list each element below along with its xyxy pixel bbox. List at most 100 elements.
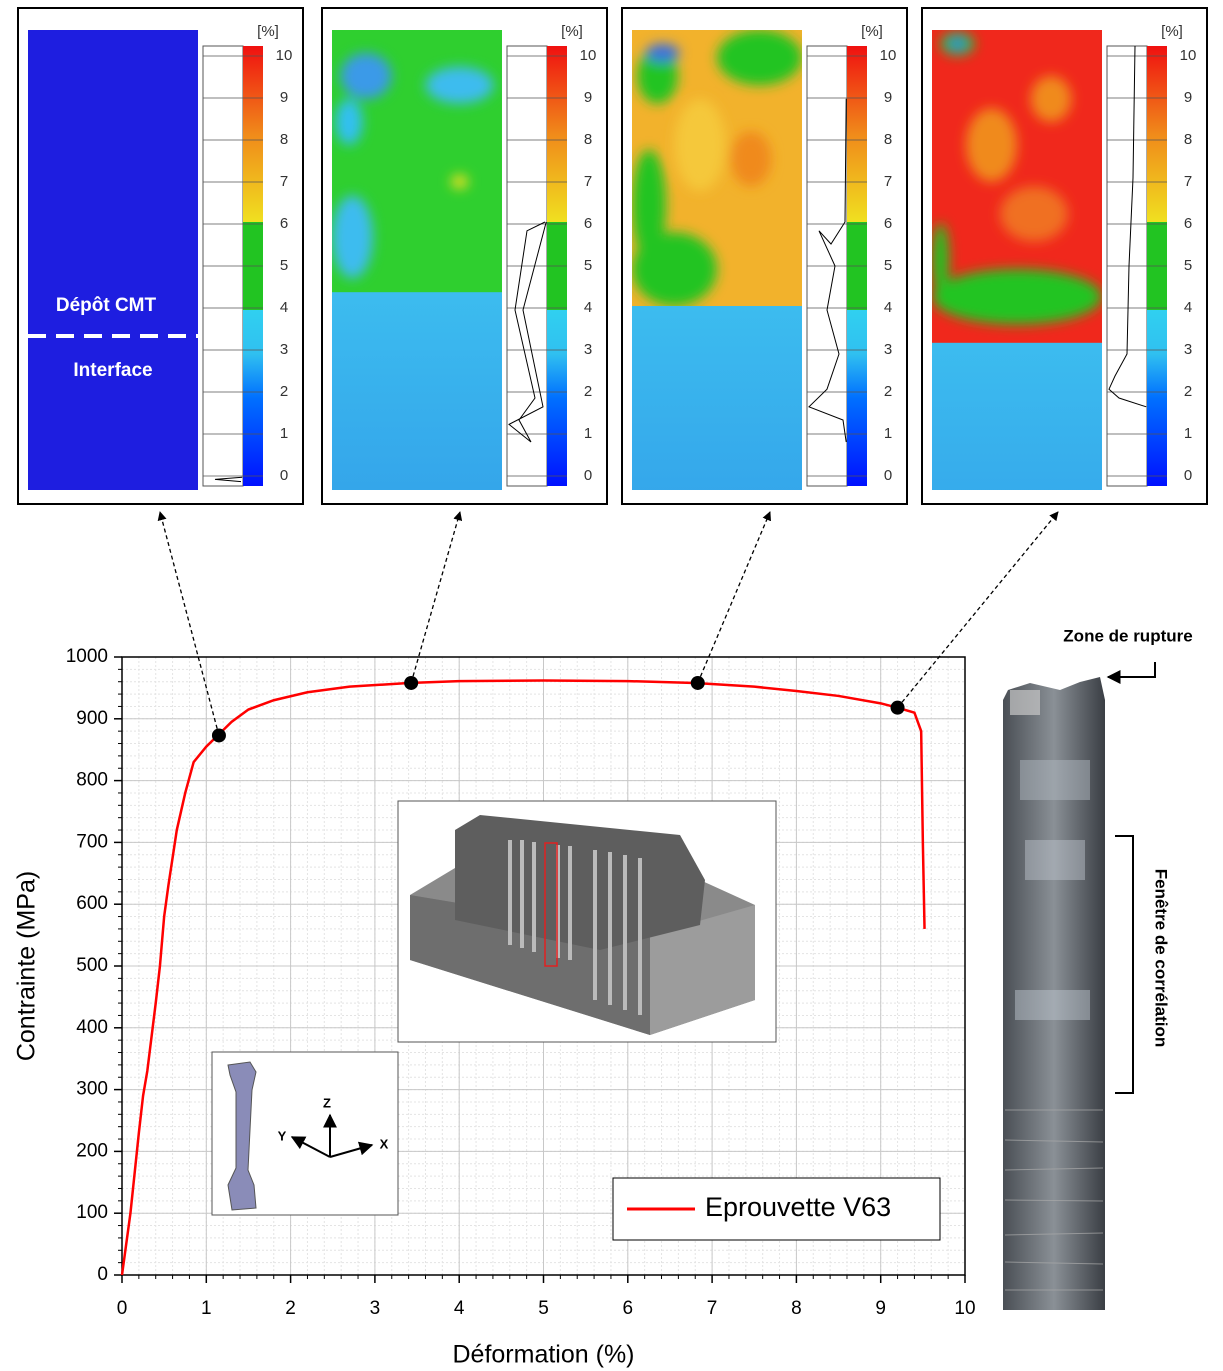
y-tick-label: 900 xyxy=(76,708,108,729)
link-arrow xyxy=(410,511,463,684)
colorbar-tick-label: 2 xyxy=(1184,383,1192,400)
colorbar-tick-label: 1 xyxy=(1184,425,1192,442)
photo-top-label: Zone de rupture xyxy=(1063,626,1192,645)
x-tick-label: 0 xyxy=(117,1298,128,1319)
colorbar-tick-label: 6 xyxy=(884,215,892,232)
colorbar-tick-label: 0 xyxy=(1184,467,1192,484)
colorbar-tick-label: 3 xyxy=(1184,341,1192,358)
colorbar-tick-label: 4 xyxy=(1184,299,1192,316)
y-tick-label: 300 xyxy=(76,1079,108,1100)
colorbar-unit: [%] xyxy=(861,23,883,40)
colorbar-tick-label: 8 xyxy=(884,131,892,148)
x-tick-label: 3 xyxy=(370,1298,381,1319)
y-tick-label: 400 xyxy=(76,1017,108,1038)
histogram-curve xyxy=(1108,45,1147,408)
histogram-curve xyxy=(508,221,547,443)
colorbar-tick-label: 6 xyxy=(1184,215,1192,232)
x-tick-label: 6 xyxy=(623,1298,634,1319)
colorbar-tick-label: 0 xyxy=(584,467,592,484)
y-tick-label: 1000 xyxy=(66,646,108,667)
colorbar-tick-label: 10 xyxy=(276,47,293,64)
strain-map xyxy=(332,30,502,490)
strain-map xyxy=(632,30,802,490)
x-tick-label: 10 xyxy=(954,1298,975,1319)
colorbar-tick-label: 4 xyxy=(884,299,892,316)
colorbar-tick-label: 10 xyxy=(1180,47,1197,64)
colorbar-tick-label: 6 xyxy=(584,215,592,232)
colorbar-unit: [%] xyxy=(1161,23,1183,40)
axis-label: X xyxy=(380,1136,389,1151)
y-tick-label: 500 xyxy=(76,955,108,976)
strain-panel: 0 1 2 3 4 5 6 7 8 9 10 [%] xyxy=(921,7,1208,505)
x-tick-label: 2 xyxy=(285,1298,296,1319)
deposit-label: Dépôt CMT xyxy=(56,295,157,316)
colorbar-tick-label: 5 xyxy=(884,257,892,274)
photo-side-label: Fenêtre de corrélation xyxy=(1152,869,1171,1048)
histogram-curve xyxy=(214,476,243,483)
strain-maps: Dépôt CMTInterface012345678910[%]0123456… xyxy=(17,7,1208,505)
y-tick-label: 200 xyxy=(76,1140,108,1161)
colorbar-tick-label: 1 xyxy=(884,425,892,442)
colorbar-tick-label: 9 xyxy=(1184,89,1192,106)
histogram-curve xyxy=(808,98,847,443)
x-axis-label: Déformation (%) xyxy=(453,1341,635,1369)
colorbar-tick-label: 10 xyxy=(880,47,897,64)
x-tick-label: 4 xyxy=(454,1298,465,1319)
y-tick-label: 600 xyxy=(76,893,108,914)
data-point xyxy=(690,675,705,690)
model-inset xyxy=(397,800,777,1043)
colorbar-tick-label: 7 xyxy=(884,173,892,190)
colorbar-tick-label: 9 xyxy=(280,89,288,106)
colorbar-tick-label: 3 xyxy=(584,341,592,358)
colorbar-tick-label: 6 xyxy=(280,215,288,232)
specimen-photo: Zone de rupture Fenêtre de corrélation xyxy=(1003,626,1193,1310)
colorbar-tick-label: 0 xyxy=(280,467,288,484)
axis-label: Z xyxy=(323,1095,331,1110)
colorbar-tick-label: 8 xyxy=(1184,131,1192,148)
strain-map xyxy=(28,30,198,490)
y-tick-label: 0 xyxy=(97,1264,108,1285)
data-point xyxy=(890,700,905,715)
colorbar-tick-label: 5 xyxy=(1184,257,1192,274)
y-tick-label: 700 xyxy=(76,831,108,852)
data-line xyxy=(120,679,926,1276)
legend-label: Eprouvette V63 xyxy=(705,1192,891,1222)
x-tick-label: 8 xyxy=(791,1298,802,1319)
colorbar-tick-label: 2 xyxy=(584,383,592,400)
x-tick-label: 9 xyxy=(875,1298,886,1319)
colorbar-tick-label: 2 xyxy=(884,383,892,400)
link-arrow xyxy=(157,511,220,736)
colorbar-tick-label: 7 xyxy=(584,173,592,190)
colorbar-tick-label: 4 xyxy=(584,299,592,316)
colorbar-tick-label: 2 xyxy=(280,383,288,400)
y-tick-label: 800 xyxy=(76,770,108,791)
x-tick-label: 5 xyxy=(538,1298,549,1319)
colorbar-tick-label: 4 xyxy=(280,299,288,316)
strain-panel: 0 1 2 3 4 5 6 7 8 9 10 [%] xyxy=(321,7,608,505)
colorbar-tick-label: 9 xyxy=(584,89,592,106)
colorbar-tick-label: 8 xyxy=(280,131,288,148)
colorbar-tick-label: 0 xyxy=(884,467,892,484)
link-arrow xyxy=(697,511,772,684)
plot-frame xyxy=(121,656,966,1276)
colorbar-tick-label: 5 xyxy=(584,257,592,274)
colorbar-unit: [%] xyxy=(257,23,279,40)
strain-panel: Dépôt CMT Interface 0 1 2 3 4 5 6 7 8 9 10 [%] xyxy=(17,7,304,505)
colorbar-unit: [%] xyxy=(561,23,583,40)
colorbar-tick-label: 5 xyxy=(280,257,288,274)
colorbar-tick-label: 3 xyxy=(884,341,892,358)
colorbar-tick-label: 1 xyxy=(584,425,592,442)
interface-label: Interface xyxy=(73,360,152,381)
y-axis-label: Contrainte (MPa) xyxy=(13,871,41,1061)
colorbar-tick-label: 7 xyxy=(280,173,288,190)
x-tick-label: 7 xyxy=(707,1298,718,1319)
strain-map xyxy=(932,30,1102,490)
colorbar-tick-label: 8 xyxy=(584,131,592,148)
link-arrow xyxy=(897,511,1059,709)
colorbar-tick-label: 7 xyxy=(1184,173,1192,190)
axis-label: Y xyxy=(278,1128,287,1143)
data-point xyxy=(404,675,419,690)
colorbar-tick-label: 3 xyxy=(280,341,288,358)
data-point xyxy=(211,728,226,743)
